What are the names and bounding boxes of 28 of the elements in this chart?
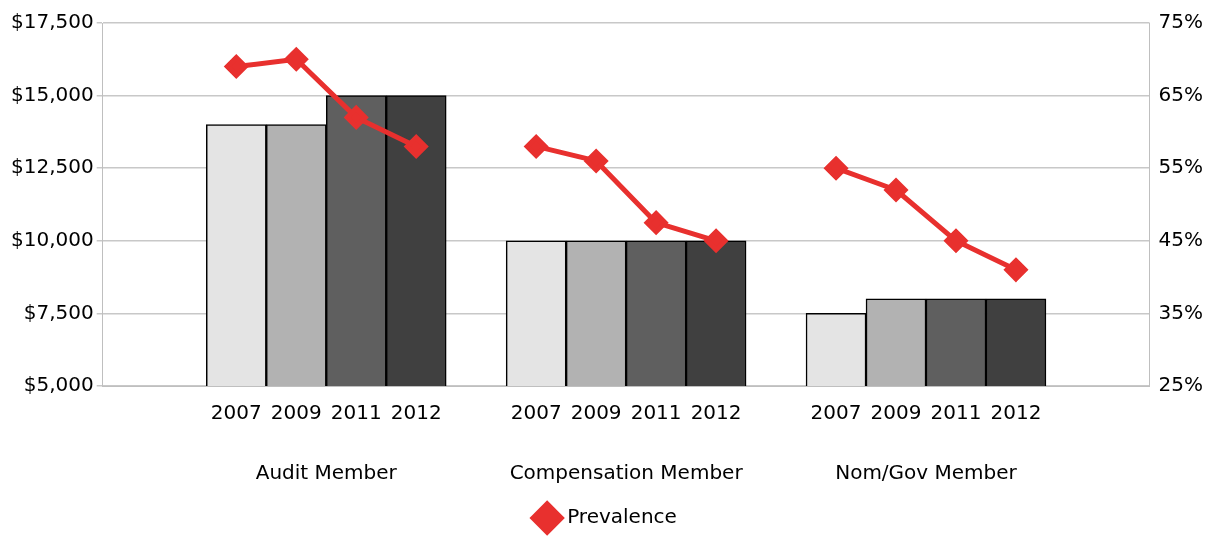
- text: Audit Member: [255, 460, 398, 485]
- y-tick-label: $7,500: [23, 299, 94, 324]
- x-tick-label: 2009: [870, 400, 922, 425]
- y-tick-label: $5,000: [23, 372, 94, 397]
- x-tick-label: 2009: [570, 400, 622, 425]
- y-tick-label: $12,500: [10, 154, 94, 179]
- y2-tick-label: 25%: [1158, 372, 1203, 397]
- x-tick-label: 2012: [690, 400, 742, 425]
- x-tick-label: 2011: [930, 400, 982, 425]
- text: Nom/Gov Member: [835, 460, 1018, 485]
- x-tick-label: 2007: [810, 400, 862, 425]
- y2-tick-label: 55%: [1158, 154, 1203, 179]
- x-tick-label: 2007: [210, 400, 262, 425]
- y2-tick-label: 35%: [1158, 299, 1203, 324]
- y2-tick-label: 65%: [1158, 81, 1203, 106]
- y-tick-label: $10,000: [10, 227, 94, 251]
- y-tick-label: $17,500: [10, 9, 94, 34]
- x-tick-label: 2012: [990, 400, 1042, 425]
- y-tick-label: $15,000: [10, 81, 94, 106]
- text: Compensation Member: [509, 460, 744, 485]
- y2-tick-label: 45%: [1158, 227, 1203, 251]
- legend-label: Prevalence: [567, 504, 677, 529]
- x-tick-label: 2007: [510, 400, 562, 425]
- x-tick-label: 2011: [630, 400, 682, 425]
- x-tick-label: 2012: [390, 400, 442, 425]
- x-tick-label: 2009: [270, 400, 322, 425]
- y2-tick-label: 75%: [1158, 9, 1203, 34]
- x-tick-label: 2011: [330, 400, 382, 425]
